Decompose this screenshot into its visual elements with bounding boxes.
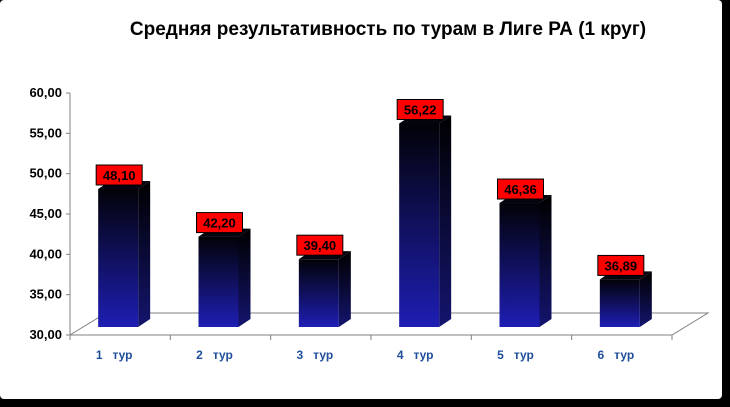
axes: 30,00 35,00 40,00 45,00 50,00 55,00 60,00 1 тур… <box>29 85 673 362</box>
x-tick-label: 4 тур <box>397 348 434 362</box>
bar-side <box>138 180 151 327</box>
data-label-box <box>396 98 444 120</box>
bar-chart: Средняя результативность по турам в Лиге… <box>29 19 710 362</box>
bar-6: 36,89 <box>597 254 652 327</box>
y-tick-label: 30,00 <box>29 327 62 342</box>
bar-front <box>599 279 640 327</box>
chart-title: Средняя результативность по турам в Лиге… <box>130 19 646 40</box>
data-label-6: 36,89 <box>597 254 645 276</box>
y-tick-label: 50,00 <box>29 166 62 181</box>
x-tick-label: 3 тур <box>296 348 333 362</box>
data-label-text: 42,20 <box>203 216 236 231</box>
bar-side <box>439 115 452 327</box>
bar-5: 46,36 <box>497 178 552 327</box>
data-label-5: 46,36 <box>497 178 544 200</box>
data-label-box <box>296 234 344 256</box>
x-tick-label: 5 тур <box>497 348 534 362</box>
bar-front <box>499 203 540 327</box>
y-tick-label: 55,00 <box>29 125 62 140</box>
y-tick-label: 45,00 <box>29 206 62 221</box>
data-label-text: 46,36 <box>504 182 537 197</box>
data-label-1: 48,10 <box>95 164 143 186</box>
bar-1: 48,10 <box>95 164 151 327</box>
x-tick-label: 6 тур <box>597 348 634 362</box>
bar-4: 56,22 <box>396 98 452 327</box>
data-label-box <box>497 178 544 200</box>
bar-side <box>338 251 351 327</box>
data-label-2: 42,20 <box>196 212 243 234</box>
chart-frame: Средняя результативность по турам в Лиге… <box>0 0 722 399</box>
bar-front <box>399 123 440 327</box>
x-tick-label: 1 тур <box>96 348 133 362</box>
bar-2: 42,20 <box>196 212 251 327</box>
data-label-3: 39,40 <box>296 234 344 256</box>
data-label-box <box>196 212 243 234</box>
y-tick-label: 60,00 <box>29 85 62 100</box>
bar-side <box>539 195 552 327</box>
data-label-box <box>597 254 645 276</box>
bar-front <box>198 236 239 327</box>
bar-front <box>298 259 339 327</box>
x-tick-label: 2 тур <box>196 348 233 362</box>
bar-3: 39,40 <box>296 234 351 327</box>
data-label-text: 39,40 <box>304 238 337 253</box>
data-label-4: 56,22 <box>396 98 444 120</box>
data-label-text: 48,10 <box>103 168 136 183</box>
bar-side <box>238 228 251 327</box>
data-label-box <box>95 164 143 186</box>
bar-front <box>98 188 139 327</box>
data-label-text: 56,22 <box>404 102 437 117</box>
bars: 48,10 42,20 39,40 56,22 46,36 36,89 <box>95 98 652 327</box>
bar-side <box>639 271 652 327</box>
data-label-text: 36,89 <box>605 258 638 273</box>
y-tick-label: 35,00 <box>29 287 62 302</box>
y-tick-label: 40,00 <box>29 246 62 261</box>
